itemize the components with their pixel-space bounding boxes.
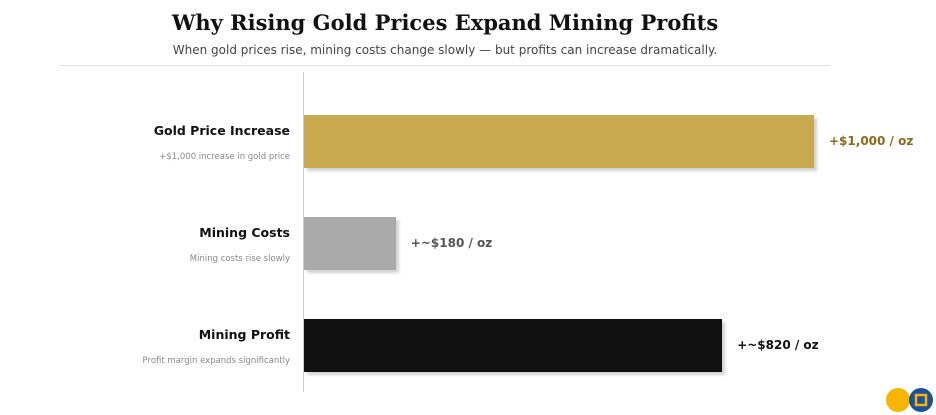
category-label: Mining Profit Profit margin expands signi…: [143, 327, 290, 366]
category-description: Mining costs rise slowly: [189, 254, 290, 264]
divider: [60, 65, 830, 66]
data-label: +$1,000 / oz: [829, 134, 914, 148]
bar: [304, 217, 396, 270]
chart-title: Why Rising Gold Prices Expand Mining Pro…: [171, 10, 719, 35]
category-label: Mining Costs Mining costs rise slowly: [190, 225, 290, 264]
logo-icon: [886, 388, 933, 412]
bar: [304, 319, 723, 372]
data-label: +~$180 / oz: [410, 236, 493, 250]
category-name: Gold Price Increase: [153, 123, 290, 138]
chart-subtitle: When gold prices rise, mining costs chan…: [172, 43, 718, 57]
bar: [304, 115, 814, 168]
category-name: Mining Profit: [198, 327, 290, 342]
baseline-axis: [303, 72, 304, 392]
data-label: +~$820 / oz: [737, 338, 819, 352]
category-description: +$1,000 increase in gold price: [159, 152, 290, 162]
category-description: Profit margin expands significantly: [142, 356, 290, 366]
category-label: Gold Price Increase +$1,000 increase in g…: [154, 123, 290, 162]
category-name: Mining Costs: [199, 225, 290, 240]
